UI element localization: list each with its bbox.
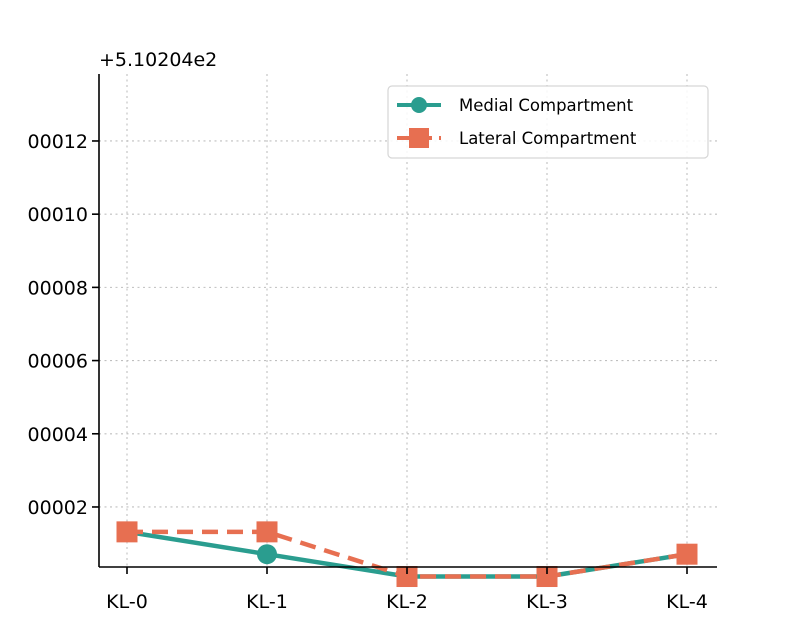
legend-marker-lateral <box>409 128 429 148</box>
tick-labels: KL-0 KL-1 KL-2 KL-3 KL-4 00002 00004 00006 00008… <box>28 131 708 613</box>
y-tick-label: 00010 <box>28 204 88 226</box>
y-tick-label: 00006 <box>28 351 88 373</box>
y-offset-label: +5.10204e2 <box>99 49 217 71</box>
y-tick-label: 00002 <box>28 497 88 519</box>
y-tick-label: 00012 <box>28 131 88 153</box>
axes <box>98 74 717 568</box>
legend-label-lateral: Lateral Compartment <box>459 129 637 148</box>
data-point-lateral <box>396 566 418 588</box>
x-tick-label: KL-3 <box>526 591 568 613</box>
data-point-medial <box>257 544 277 565</box>
legend-marker-medial <box>411 97 427 113</box>
x-tick-label: KL-0 <box>106 591 148 613</box>
legend-label-medial: Medial Compartment <box>459 96 634 115</box>
legend-box <box>387 85 709 159</box>
x-tick-label: KL-1 <box>246 591 288 613</box>
x-tick-label: KL-4 <box>666 591 708 613</box>
x-tick-label: KL-2 <box>386 591 428 613</box>
data-point-lateral <box>256 521 278 543</box>
series-layer <box>116 521 698 588</box>
y-tick-label: 00008 <box>28 277 88 299</box>
legend[interactable]: Medial Compartment Lateral Compartment <box>387 85 709 159</box>
y-tick-label: 00004 <box>28 424 88 446</box>
data-point-lateral <box>116 521 138 543</box>
data-point-lateral <box>536 566 558 588</box>
data-point-lateral <box>676 543 698 565</box>
